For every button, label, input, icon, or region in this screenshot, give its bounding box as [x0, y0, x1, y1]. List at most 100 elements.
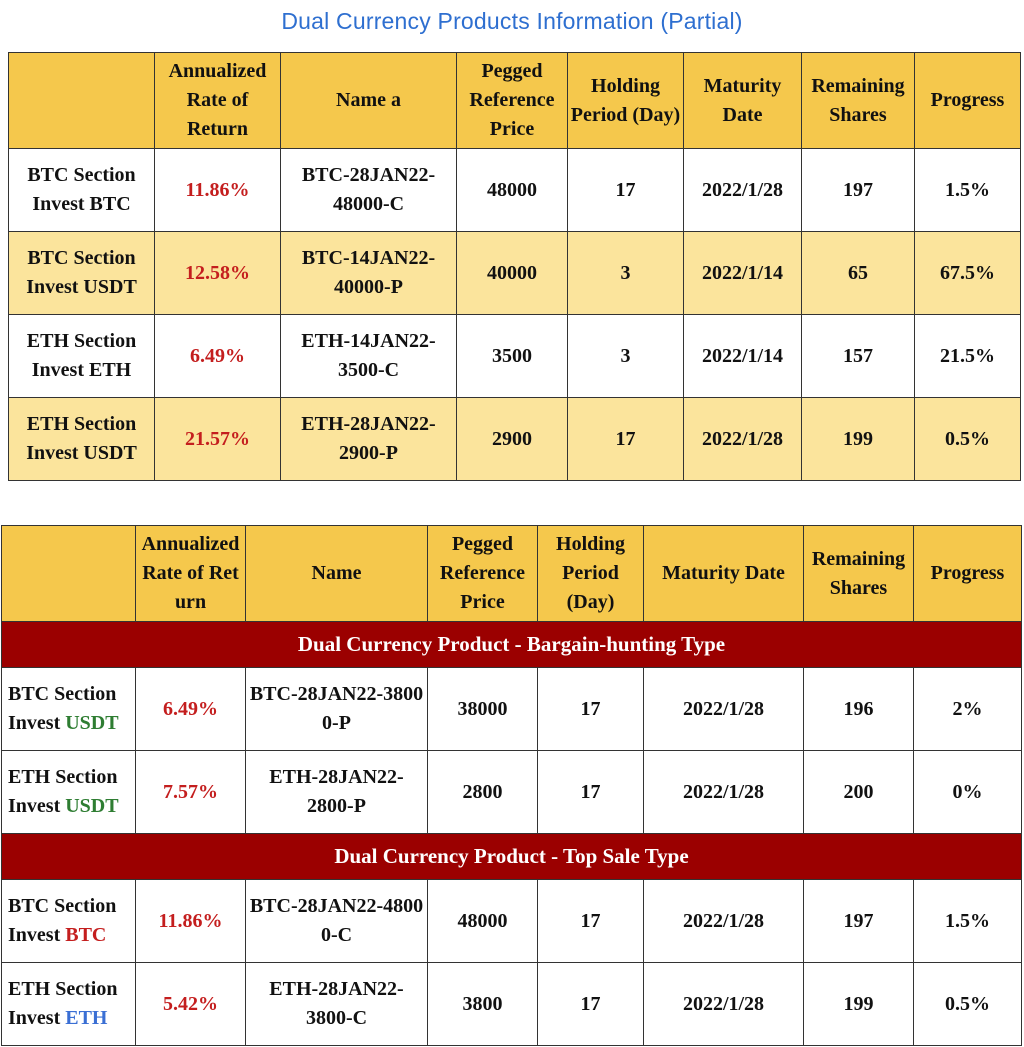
- header-progress: Progress: [913, 525, 1022, 622]
- header-rate: Annualized Rate of Return: [135, 525, 246, 622]
- shares-cell: 199: [801, 397, 915, 481]
- section-label: BTC Section: [27, 164, 136, 186]
- rate-cell: 7.57%: [135, 750, 246, 834]
- progress-cell: 21.5%: [914, 314, 1021, 398]
- table-row: BTC Section Invest USDT 6.49% BTC-28JAN22…: [1, 667, 1022, 751]
- progress-cell: 1.5%: [913, 879, 1022, 963]
- header-cell: [8, 52, 155, 149]
- name-cell: ETH-28JAN22-3800-C: [245, 962, 428, 1046]
- section-cell: BTC Section Invest USDT: [8, 231, 155, 315]
- table-header-row: Annualized Rate of Return Name a Pegged …: [8, 52, 1021, 149]
- table-row: ETH Section Invest ETH 6.49% ETH-14JAN22-…: [8, 314, 1021, 398]
- table-row: BTC Section Invest BTC 11.86% BTC-28JAN22…: [1, 879, 1022, 963]
- header-name: Name a: [280, 52, 457, 149]
- table-header-row: Annualized Rate of Return Name Pegged Re…: [1, 525, 1022, 622]
- invest-prefix: Invest: [8, 712, 66, 734]
- period-cell: 17: [567, 397, 684, 481]
- shares-cell: 157: [801, 314, 915, 398]
- products-table-partial: Annualized Rate of Return Name a Pegged …: [8, 52, 1021, 481]
- section-label: ETH Section: [26, 330, 137, 352]
- header-cell: [1, 525, 136, 622]
- maturity-cell: 2022/1/28: [683, 397, 802, 481]
- price-cell: 38000: [427, 667, 538, 751]
- name-cell: BTC-28JAN22-38000-P: [245, 667, 428, 751]
- invest-coin: USDT: [65, 712, 119, 734]
- header-period: Holding Period (Day): [567, 52, 684, 149]
- table-row: ETH Section Invest ETH 5.42% ETH-28JAN22-…: [1, 962, 1022, 1046]
- period-cell: 3: [567, 231, 684, 315]
- progress-cell: 0.5%: [914, 397, 1021, 481]
- shares-cell: 197: [801, 148, 915, 232]
- section-cell: ETH Section Invest USDT: [8, 397, 155, 481]
- price-cell: 2900: [456, 397, 568, 481]
- name-cell: ETH-14JAN22-3500-C: [280, 314, 457, 398]
- header-rate: Annualized Rate of Return: [154, 52, 281, 149]
- invest-label: Invest USDT: [26, 442, 137, 464]
- table-row: BTC Section Invest BTC 11.86% BTC-28JAN22…: [8, 148, 1021, 232]
- page-title: Dual Currency Products Information (Part…: [281, 8, 743, 34]
- name-cell: BTC-28JAN22-48000-C: [280, 148, 457, 232]
- invest-coin: ETH: [65, 1007, 108, 1029]
- period-cell: 17: [537, 667, 644, 751]
- price-cell: 40000: [456, 231, 568, 315]
- price-cell: 48000: [456, 148, 568, 232]
- header-maturity: Maturity Date: [643, 525, 804, 622]
- price-cell: 3500: [456, 314, 568, 398]
- section-label: ETH Section: [8, 978, 118, 1000]
- progress-cell: 2%: [913, 667, 1022, 751]
- invest-label: Invest USDT: [26, 276, 137, 298]
- progress-cell: 0.5%: [913, 962, 1022, 1046]
- progress-cell: 0%: [913, 750, 1022, 834]
- shares-cell: 199: [803, 962, 914, 1046]
- invest-label: Invest BTC: [32, 193, 131, 215]
- section-label: BTC Section: [27, 247, 136, 269]
- rate-cell: 11.86%: [135, 879, 246, 963]
- table-row: ETH Section Invest USDT 21.57% ETH-28JAN2…: [8, 397, 1021, 481]
- maturity-cell: 2022/1/28: [643, 879, 804, 963]
- section-cell: BTC Section Invest BTC: [1, 879, 136, 963]
- section-band: Dual Currency Product - Top Sale Type: [1, 833, 1022, 880]
- maturity-cell: 2022/1/14: [683, 231, 802, 315]
- name-cell: ETH-28JAN22-2900-P: [280, 397, 457, 481]
- period-cell: 17: [537, 750, 644, 834]
- price-cell: 3800: [427, 962, 538, 1046]
- header-shares: Remaining Shares: [801, 52, 915, 149]
- progress-cell: 1.5%: [914, 148, 1021, 232]
- section-cell: ETH Section Invest ETH: [8, 314, 155, 398]
- invest-prefix: Invest: [8, 1007, 66, 1029]
- header-shares: Remaining Shares: [803, 525, 914, 622]
- invest-coin: USDT: [65, 795, 119, 817]
- table-row: BTC Section Invest USDT 12.58% BTC-14JAN2…: [8, 231, 1021, 315]
- invest-coin: BTC: [65, 924, 107, 946]
- section-label: BTC Section: [8, 683, 117, 705]
- shares-cell: 197: [803, 879, 914, 963]
- band-top-sale: Dual Currency Product - Top Sale Type: [1, 833, 1022, 880]
- maturity-cell: 2022/1/28: [643, 962, 804, 1046]
- section-band: Dual Currency Product - Bargain-hunting …: [1, 621, 1022, 668]
- section-label: ETH Section: [26, 413, 137, 435]
- name-cell: ETH-28JAN22-2800-P: [245, 750, 428, 834]
- period-cell: 17: [537, 879, 644, 963]
- header-progress: Progress: [914, 52, 1021, 149]
- rate-cell: 11.86%: [154, 148, 281, 232]
- period-cell: 17: [567, 148, 684, 232]
- section-cell: BTC Section Invest USDT: [1, 667, 136, 751]
- header-maturity: Maturity Date: [683, 52, 802, 149]
- price-cell: 2800: [427, 750, 538, 834]
- section-cell: ETH Section Invest ETH: [1, 962, 136, 1046]
- maturity-cell: 2022/1/28: [683, 148, 802, 232]
- table-row: ETH Section Invest USDT 7.57% ETH-28JAN22…: [1, 750, 1022, 834]
- header-name: Name: [245, 525, 428, 622]
- rate-cell: 5.42%: [135, 962, 246, 1046]
- name-cell: BTC-28JAN22-48000-C: [245, 879, 428, 963]
- products-table-by-type: Annualized Rate of Return Name Pegged Re…: [1, 525, 1022, 1046]
- progress-cell: 67.5%: [914, 231, 1021, 315]
- price-cell: 48000: [427, 879, 538, 963]
- section-label: ETH Section: [8, 766, 118, 788]
- section-cell: ETH Section Invest USDT: [1, 750, 136, 834]
- band-bargain-hunting: Dual Currency Product - Bargain-hunting …: [1, 621, 1022, 668]
- section-label: BTC Section: [8, 895, 117, 917]
- header-price: Pegged Reference Price: [427, 525, 538, 622]
- shares-cell: 65: [801, 231, 915, 315]
- name-cell: BTC-14JAN22-40000-P: [280, 231, 457, 315]
